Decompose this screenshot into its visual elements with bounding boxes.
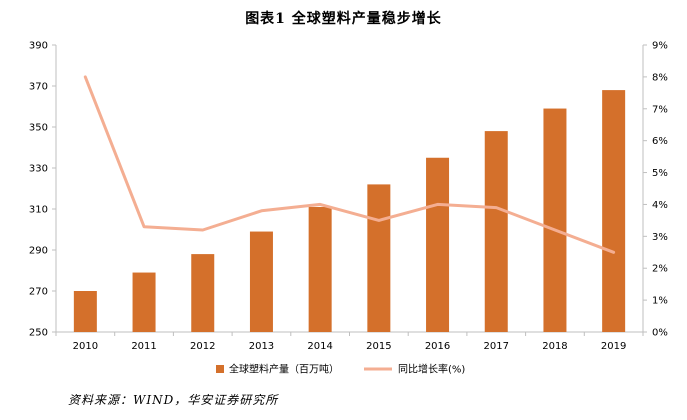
line-series	[83, 75, 616, 254]
y-right-tick-label: 0%	[652, 328, 668, 339]
x-tick-label: 2014	[307, 341, 332, 352]
x-tick-label: 2013	[249, 341, 274, 352]
x-tick-label: 2019	[601, 341, 626, 352]
y-right-tick-label: 4%	[652, 200, 668, 211]
growth-rate-point-2015	[378, 219, 380, 221]
bar-2014	[308, 206, 332, 332]
y-right-tick-label: 8%	[652, 72, 668, 83]
y-left-tick-label: 390	[29, 41, 48, 52]
y-right-tick-label: 7%	[652, 104, 668, 115]
growth-rate-point-2013	[260, 210, 262, 212]
legend-line-label: 同比增长率(%)	[398, 363, 465, 376]
x-tick-label: 2015	[366, 341, 391, 352]
y-right-tick-label: 6%	[652, 136, 668, 147]
x-tick-label: 2011	[131, 341, 156, 352]
chart-title: 图表1 全球塑料产量稳步增长	[245, 11, 442, 27]
bar-2011	[132, 272, 156, 332]
bar-2018	[543, 108, 567, 332]
growth-rate-point-2016	[437, 203, 439, 205]
bar-2012	[191, 254, 215, 332]
bar-2015	[367, 184, 391, 332]
y-right-tick-label: 2%	[652, 264, 668, 275]
y-left-tick-label: 290	[29, 246, 48, 257]
x-tick-label: 2016	[425, 341, 450, 352]
y-right-tick-label: 5%	[652, 168, 668, 179]
y-left-tick-label: 370	[29, 82, 48, 93]
growth-rate-line	[83, 75, 616, 254]
growth-rate-point-2018	[554, 229, 556, 231]
x-tick-label: 2018	[542, 341, 567, 352]
y-left-tick-label: 270	[29, 287, 48, 298]
y-left-tick-label: 330	[29, 164, 48, 175]
x-tick-label: 2017	[484, 341, 509, 352]
growth-rate-point-2012	[202, 229, 204, 231]
legend-bar-swatch	[216, 365, 224, 373]
bar-2016	[426, 157, 450, 332]
y-left-tick-label: 250	[29, 328, 48, 339]
y-left-tick-label: 350	[29, 123, 48, 134]
bar-2013	[249, 231, 273, 332]
x-tick-label: 2012	[190, 341, 215, 352]
growth-rate-point-2011	[143, 226, 145, 228]
y-left-tick-label: 310	[29, 205, 48, 216]
x-tick-label: 2010	[73, 341, 98, 352]
y-right-tick-label: 1%	[652, 296, 668, 307]
bar-2019	[602, 90, 626, 332]
bar-series	[73, 90, 626, 332]
legend-bar-label: 全球塑料产量（百万吨）	[229, 363, 339, 376]
y-right-tick-label: 9%	[652, 41, 668, 52]
bar-2010	[73, 291, 97, 332]
growth-rate-point-2010	[84, 76, 86, 78]
y-right-tick-label: 3%	[652, 232, 668, 243]
legend: 全球塑料产量（百万吨） 同比增长率(%)	[216, 363, 465, 376]
source-note: 资料来源：WIND，华安证券研究所	[68, 393, 279, 407]
bar-2017	[484, 131, 508, 332]
growth-rate-point-2019	[613, 251, 615, 253]
growth-rate-point-2014	[319, 203, 321, 205]
growth-rate-point-2017	[495, 207, 497, 209]
tick-labels: 250 270 290 310 330 350 370 390 0% 1% 2% 3% 4% 5% 6% 7%…	[29, 41, 668, 353]
